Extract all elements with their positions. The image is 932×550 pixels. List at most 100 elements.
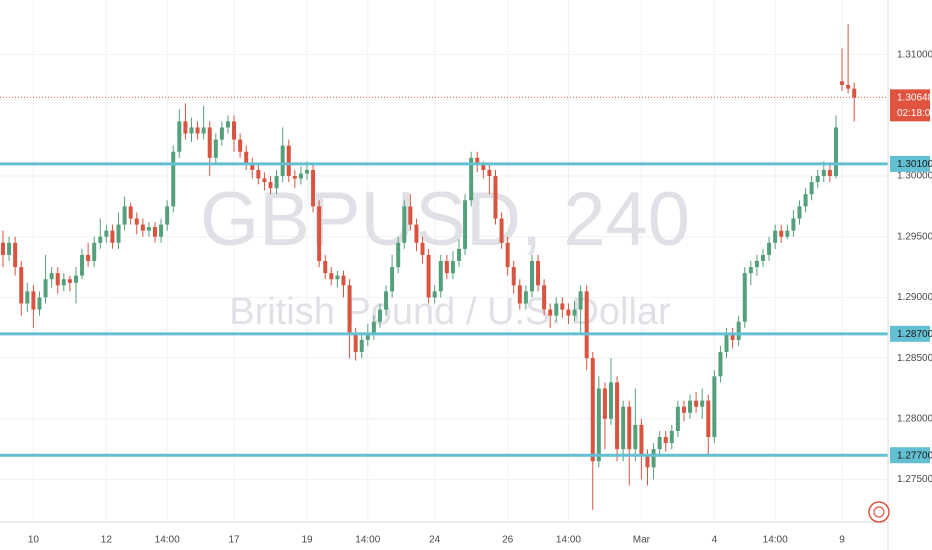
candle-body (55, 273, 60, 286)
candle-body (305, 169, 309, 174)
candle-body (286, 145, 291, 177)
x-tick-label: 14:00 (155, 535, 180, 546)
candle-body (542, 285, 547, 310)
candle-body (7, 242, 12, 255)
candle-body (201, 127, 206, 134)
candle-body (457, 248, 461, 261)
candle-body (529, 261, 534, 292)
x-tick-label: 24 (429, 535, 441, 546)
candle-body (633, 424, 638, 450)
level-tag (890, 155, 930, 172)
candle-body (1, 242, 5, 255)
candle-body (37, 297, 42, 310)
plot (0, 24, 888, 510)
candle-body (262, 178, 267, 183)
candle-body (61, 279, 66, 286)
candle-body (292, 176, 297, 179)
candle-body (639, 424, 644, 456)
candle-body (43, 279, 48, 298)
candle-body (420, 242, 425, 255)
candle-body (384, 291, 389, 310)
x-tick-label: 14:00 (763, 535, 788, 546)
candle-body (165, 206, 170, 225)
candle-body (347, 285, 352, 334)
candle-body (377, 309, 382, 322)
grid (0, 0, 888, 522)
candle-body (675, 406, 680, 431)
candle-body (153, 227, 157, 237)
candle-body (225, 121, 230, 128)
x-tick-label: 26 (502, 535, 514, 546)
candle-body (700, 400, 705, 407)
level-label: 1.28700 (897, 329, 932, 340)
candle-body (219, 127, 224, 140)
candle-body (359, 339, 364, 353)
level-tag (890, 325, 930, 342)
logo-core[interactable] (873, 506, 885, 518)
y-tick-label: 1.29000 (897, 292, 932, 303)
candle-body (718, 352, 723, 377)
candle-body (645, 455, 650, 468)
candle-body (426, 254, 431, 298)
candle-body (31, 291, 36, 310)
candle-body (146, 227, 151, 231)
candle-body (189, 127, 194, 134)
logo-ring[interactable] (868, 501, 890, 523)
candle-body (621, 406, 626, 450)
candle-body (195, 127, 200, 134)
x-tick-label: 17 (228, 535, 240, 546)
candle-body (298, 173, 303, 179)
candle-body (213, 139, 218, 158)
candle-body (821, 169, 826, 177)
y-tick-label: 1.29500 (897, 231, 932, 242)
candle-body (815, 176, 820, 183)
candle-body (238, 139, 243, 152)
candle-body (171, 151, 176, 207)
candle-body (785, 230, 790, 237)
candle-body (128, 206, 133, 219)
candle-body (25, 291, 30, 304)
candle-body (505, 242, 510, 268)
level-label: 1.30100 (897, 159, 932, 170)
x-tick-label: Mar (633, 535, 651, 546)
candle-body (256, 169, 261, 179)
candle-body (773, 230, 778, 243)
candle-body (329, 273, 334, 280)
candle-body (761, 254, 765, 261)
candle-body (432, 291, 437, 298)
candle-body (767, 242, 772, 255)
candle-body (615, 382, 620, 450)
x-tick-label: 12 (101, 535, 113, 546)
y-tick-label: 1.30000 (897, 171, 932, 182)
candle-body (396, 242, 401, 268)
logo[interactable] (868, 501, 890, 523)
candle-body (274, 176, 279, 189)
candle-body (663, 437, 668, 444)
candle-body (183, 121, 188, 134)
y-tick-label: 1.27500 (897, 474, 932, 485)
candle-body (159, 224, 164, 237)
candle-body (797, 206, 802, 219)
candle-body (548, 309, 553, 316)
level-label: 1.27700 (897, 450, 932, 461)
candle-body (80, 254, 85, 276)
y-tick-label: 1.31000 (897, 49, 932, 60)
x-tick-label: 10 (28, 535, 40, 546)
candle-body (590, 358, 595, 462)
candle-body (493, 176, 498, 219)
candle-body (627, 406, 632, 450)
candle-body (335, 275, 340, 280)
candle-body (852, 88, 857, 98)
candle-body (280, 145, 285, 177)
candle-body (311, 169, 316, 207)
candle-body (244, 151, 249, 164)
candle-body (390, 267, 395, 292)
candle-body (487, 169, 492, 177)
candle-body (353, 333, 358, 353)
y-tick-label: 1.28000 (897, 413, 932, 424)
candle-body (122, 206, 127, 225)
candle-body (846, 84, 851, 89)
y-tick-label: 1.28500 (897, 353, 932, 364)
